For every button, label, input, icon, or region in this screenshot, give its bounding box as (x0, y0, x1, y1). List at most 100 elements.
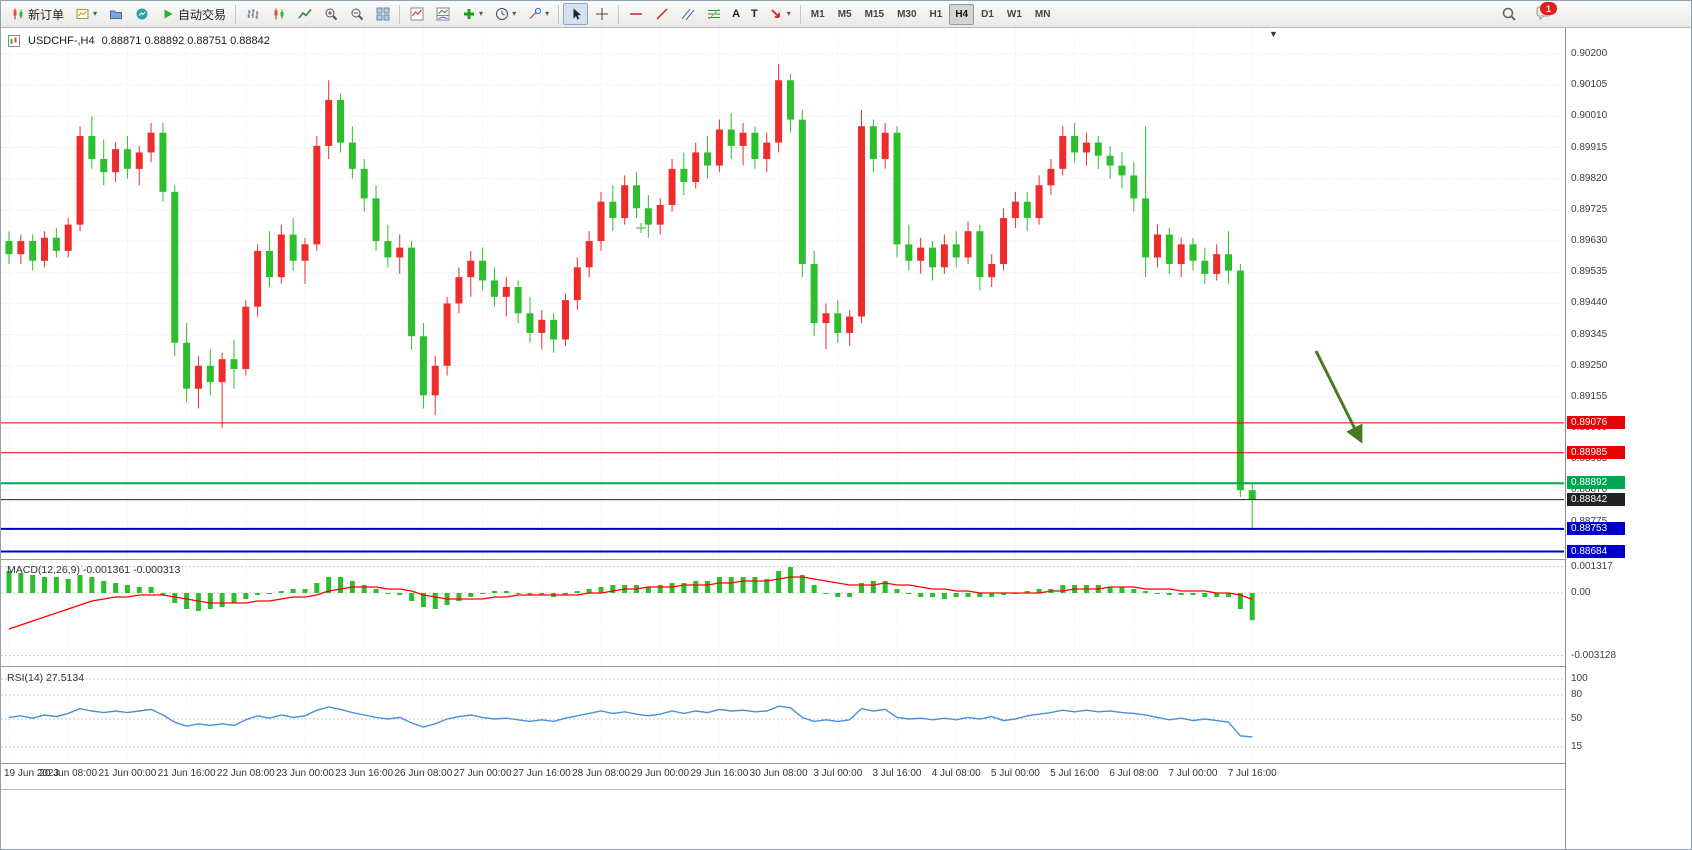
price-axis-label: 0.89250 (1571, 359, 1608, 371)
search-icon (1501, 7, 1516, 22)
price-axis-label: 0.88870 (1571, 484, 1608, 496)
panel-divider[interactable] (1, 559, 1691, 560)
equidistant-channel-icon (680, 7, 695, 22)
tab-timeframe-m5[interactable]: M5 (832, 4, 858, 25)
x-axis-label: 26 Jun 08:00 (394, 768, 453, 779)
price-level-tag: 0.88842 (1567, 492, 1625, 506)
panel-divider[interactable] (1, 666, 1691, 667)
new-order-button[interactable]: 新订单 (5, 3, 69, 25)
x-axis-label: 4 Jul 08:00 (931, 768, 981, 779)
new-chart-button[interactable]: ▾ (70, 3, 102, 25)
grid-layer (1, 28, 1564, 559)
macd-axis-label: 0.00 (1571, 587, 1591, 598)
indicators-button[interactable] (404, 3, 429, 25)
notification-badge: 1 (1540, 2, 1557, 15)
crosshair-icon (594, 7, 609, 22)
x-axis-label: 7 Jul 16:00 (1227, 768, 1277, 779)
objects-button[interactable]: ▾ (522, 3, 554, 25)
cursor-cross-marker (636, 223, 646, 233)
tab-timeframe-m15[interactable]: M15 (859, 4, 890, 25)
price-level-tag: 0.88753 (1567, 521, 1625, 535)
bar-chart-button[interactable] (240, 3, 265, 25)
indicator-windows-button[interactable] (430, 3, 455, 25)
x-axis-label: 3 Jul 00:00 (813, 768, 863, 779)
horizontal-line-tool-button[interactable] (623, 3, 648, 25)
panel-divider[interactable] (1, 763, 1691, 764)
rsi-axis-label: 15 (1571, 741, 1583, 752)
text-tool-icon: A (732, 8, 741, 20)
fibonacci-tool-button[interactable] (701, 3, 726, 25)
x-axis-label: 21 Jun 16:00 (157, 768, 216, 779)
channel-tool-button[interactable] (675, 3, 700, 25)
macd-axis-label: 0.001317 (1571, 560, 1613, 572)
caret-down-icon: ▾ (479, 9, 484, 18)
price-axis[interactable]: 0.90200 0.90105 0.90010 0.89915 0.89820 0.897… (1565, 28, 1691, 849)
toolbar-separator (558, 4, 560, 24)
price-axis-label: 0.89345 (1571, 328, 1608, 340)
tab-timeframe-h1[interactable]: H1 (924, 4, 949, 25)
caret-down-icon: ▾ (545, 9, 550, 18)
x-axis-label: 20 Jun 08:00 (39, 768, 98, 779)
zoom-out-button[interactable] (344, 3, 369, 25)
price-level-tag: 0.88684 (1567, 544, 1625, 558)
timeframe-clock-button[interactable]: ▾ (489, 3, 521, 25)
x-axis-label: 7 Jul 00:00 (1168, 768, 1218, 779)
trendline-tool-button[interactable] (649, 3, 674, 25)
caret-down-icon: ▾ (786, 9, 791, 18)
price-axis-label: 0.89725 (1571, 203, 1608, 215)
main-price-chart[interactable] (1, 28, 1565, 559)
chart-shift-marker[interactable]: ▼ (1269, 29, 1278, 39)
tab-timeframe-h4[interactable]: H4 (949, 3, 975, 25)
line-chart-icon (297, 7, 312, 22)
rsi-line (8, 705, 1253, 738)
trend-arrow-annotation (1314, 350, 1363, 444)
price-axis-label: 0.89630 (1571, 235, 1608, 247)
profiles-button[interactable] (103, 3, 128, 25)
arrow-object-icon (769, 7, 784, 22)
cursor-tool-button[interactable] (563, 3, 589, 25)
arrows-tool-button[interactable]: ▾ (764, 3, 796, 25)
line-chart-button[interactable] (292, 3, 317, 25)
tab-timeframe-d1[interactable]: D1 (975, 4, 1000, 25)
x-axis-label: 28 Jun 08:00 (572, 768, 630, 779)
rsi-panel[interactable] (1, 667, 1565, 763)
toolbar-separator (399, 4, 401, 24)
x-axis-label: 19 Jun 2023 (4, 768, 60, 779)
toolbar: 新订单 ▾ 自动交易 (1, 1, 1691, 28)
price-axis-label: 0.89915 (1571, 141, 1608, 153)
search-button[interactable] (1496, 3, 1521, 25)
text-label-icon: T (751, 8, 758, 20)
add-indicator-plus-icon (461, 7, 476, 22)
macd-axis-label: -0.003128 (1571, 649, 1617, 661)
tab-timeframe-mn[interactable]: MN (1029, 4, 1057, 25)
text-label-tool-button[interactable]: T (746, 3, 763, 25)
horizontal-line-icon (628, 7, 643, 22)
price-level-tag: 0.88985 (1567, 445, 1625, 459)
market-watch-icon (134, 7, 149, 22)
add-indicator-button[interactable]: ▾ (456, 3, 488, 25)
auto-trading-play-icon (160, 7, 175, 22)
candles-layer (5, 63, 1256, 530)
crosshair-tool-button[interactable] (589, 3, 614, 25)
new-chart-icon (75, 7, 90, 22)
tile-windows-button[interactable] (370, 3, 395, 25)
candlestick-chart-button[interactable] (266, 3, 291, 25)
time-axis[interactable]: 19 Jun 2023 20 Jun 08:00 21 Jun 00:00 21 Ju… (1, 765, 1565, 789)
clock-icon (494, 7, 509, 22)
zoom-in-button[interactable] (318, 3, 343, 25)
tab-timeframe-w1[interactable]: W1 (1001, 4, 1028, 25)
x-axis-label: 3 Jul 16:00 (872, 768, 922, 779)
caret-down-icon: ▾ (93, 9, 98, 18)
auto-trading-button[interactable]: 自动交易 (155, 3, 231, 25)
macd-panel[interactable] (1, 560, 1565, 666)
tab-timeframe-m1[interactable]: M1 (805, 4, 831, 25)
tab-timeframe-m30[interactable]: M30 (891, 4, 922, 25)
cursor-icon (568, 7, 583, 22)
zoom-in-icon (323, 7, 338, 22)
market-watch-button[interactable] (129, 3, 154, 25)
x-axis-label: 27 Jun 16:00 (512, 768, 571, 779)
text-tool-button[interactable]: A (727, 3, 745, 25)
indicator-windows-icon (435, 7, 450, 22)
notifications-button[interactable]: 1 (1529, 2, 1557, 25)
